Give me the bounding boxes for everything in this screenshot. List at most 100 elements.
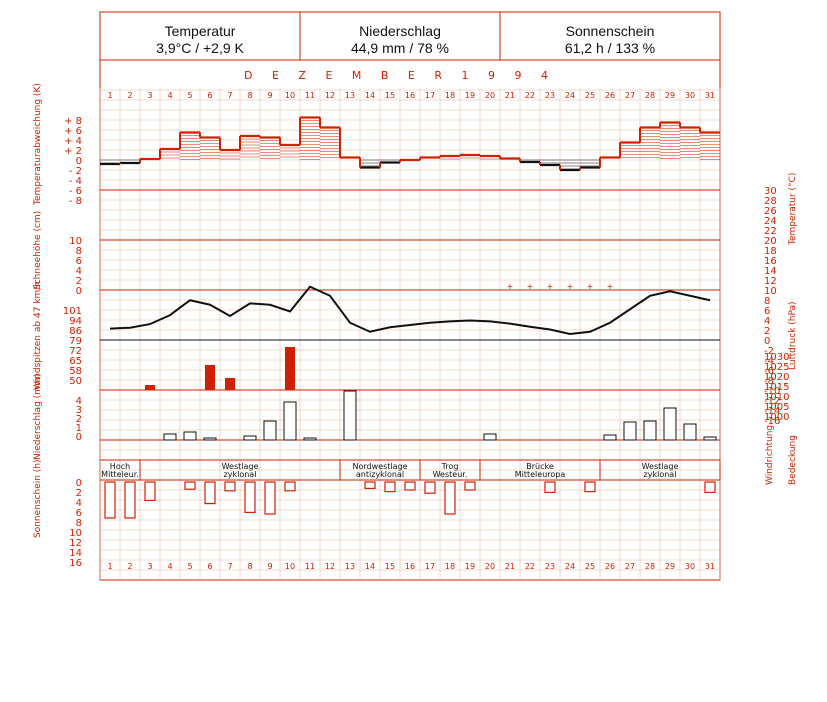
precip-title: Niederschlag — [359, 23, 441, 39]
day-label-top: 18 — [445, 91, 455, 100]
temperature-title: Temperatur — [165, 23, 236, 39]
tick-label: 10 — [69, 236, 82, 247]
label-precip: Niederschlag (mm) — [33, 374, 43, 460]
tick-label: 16 — [764, 256, 777, 267]
day-label-bottom: 25 — [585, 562, 595, 571]
tick-label: 24 — [764, 216, 777, 227]
tick-label: 28 — [764, 196, 777, 207]
wx-label: Mitteleur. — [101, 470, 139, 479]
tick-label: -8 — [764, 376, 774, 387]
tick-label: -6 — [764, 366, 774, 377]
tick-label: -2 — [764, 346, 774, 357]
tick-label: 10 — [69, 528, 82, 539]
day-label-top: 1 — [107, 91, 112, 100]
label-wind: Windspitzen ab 47 km/h — [33, 281, 43, 390]
wx-label: Trog — [441, 462, 459, 471]
day-label-bottom: 3 — [147, 562, 152, 571]
day-label-bottom: 22 — [525, 562, 535, 571]
tick-label: 1025 — [764, 362, 789, 373]
tick-label: 4 — [76, 266, 82, 277]
wx-label: Mitteleuropa — [515, 470, 566, 479]
sunshine-bar — [244, 481, 256, 513]
day-label-bottom: 5 — [187, 562, 192, 571]
wind-bar — [285, 347, 295, 390]
wx-label: Brücke — [526, 462, 554, 471]
sun-value: 61,2 h / 133 % — [565, 40, 655, 56]
day-label-top: 3 — [147, 91, 152, 100]
snow-mark: + — [527, 282, 534, 291]
tick-label: + 6 — [64, 126, 82, 137]
day-labels-bottom: 1 2 3 4 5 6 7 8 9 10 11 12 13 14 15 16 17 18 19 20 21 22 23 24 2… — [107, 562, 715, 571]
sunshine-bar — [204, 481, 216, 505]
day-label-top: 13 — [345, 91, 355, 100]
day-label-top: 16 — [405, 91, 415, 100]
tick-label: 86 — [69, 326, 82, 337]
tick-label: 8 — [764, 296, 770, 307]
tick-label: 4 — [764, 316, 770, 327]
precip-bars — [163, 390, 717, 441]
tick-label: + 8 — [64, 116, 82, 127]
sunshine-bar — [284, 481, 296, 492]
label-temp-dev: Temperaturabweichung (K) — [33, 83, 43, 206]
label-temp-right: Temperatur (°C) — [788, 173, 798, 246]
tick-label: 1000 — [764, 412, 789, 423]
wind-gust-bars — [145, 347, 295, 390]
day-label-bottom: 29 — [665, 562, 675, 571]
sunshine-bar — [704, 481, 716, 493]
day-label-top: 8 — [247, 91, 252, 100]
precip-bar — [663, 407, 677, 441]
day-label-bottom: 27 — [625, 562, 635, 571]
day-label-bottom: 9 — [267, 562, 272, 571]
wx-label: antizyklonal — [356, 470, 404, 479]
day-label-top: 7 — [227, 91, 232, 100]
tick-label: - 4 — [69, 176, 82, 187]
tick-label: 0 — [76, 432, 82, 443]
day-label-top: 10 — [285, 91, 295, 100]
wind-bar — [145, 385, 155, 390]
day-label-top: 12 — [325, 91, 335, 100]
day-label-top: 19 — [465, 91, 475, 100]
tick-label: 1020 — [764, 372, 789, 383]
day-label-top: 14 — [365, 91, 375, 100]
tick-label: 50 — [69, 376, 82, 387]
snow-marks: + + + + + + — [507, 282, 614, 291]
day-label-top: 23 — [545, 91, 555, 100]
label-sunshine: Sonnenschein (h) — [33, 459, 43, 538]
day-label-bottom: 13 — [345, 562, 355, 571]
day-label-top: 29 — [665, 91, 675, 100]
day-label-bottom: 19 — [465, 562, 475, 571]
precip-bar — [163, 433, 177, 441]
tick-label: 16 — [69, 558, 82, 569]
wind-bar — [205, 365, 215, 390]
day-label-top: 22 — [525, 91, 535, 100]
snow-mark: + — [567, 282, 574, 291]
sunshine-bar — [444, 481, 456, 515]
day-label-bottom: 16 — [405, 562, 415, 571]
day-label-top: 27 — [625, 91, 635, 100]
day-label-top: 31 — [705, 91, 715, 100]
month-label: D E Z E M B E R 1 9 9 4 — [244, 69, 556, 82]
tick-label: -12 — [764, 396, 780, 407]
day-label-bottom: 12 — [325, 562, 335, 571]
tick-label: -10 — [764, 386, 780, 397]
day-label-bottom: 17 — [425, 562, 435, 571]
tick-label: 0 — [76, 156, 82, 167]
tick-label: 12 — [764, 276, 777, 287]
day-label-top: 28 — [645, 91, 655, 100]
day-label-bottom: 2 — [127, 562, 132, 571]
sunshine-bar — [364, 481, 376, 490]
day-label-bottom: 24 — [565, 562, 575, 571]
day-label-bottom: 8 — [247, 562, 252, 571]
sunshine-bar — [384, 481, 396, 493]
day-label-top: 20 — [485, 91, 495, 100]
tick-label: + 4 — [64, 136, 82, 147]
day-label-top: 17 — [425, 91, 435, 100]
day-label-top: 24 — [565, 91, 575, 100]
precip-bar — [303, 437, 317, 441]
day-label-bottom: 26 — [605, 562, 615, 571]
tick-label: 22 — [764, 226, 777, 237]
label-pressure: Luftdruck (hPa) — [788, 301, 798, 370]
tick-label: 0 — [76, 478, 82, 489]
tick-label: 0 — [76, 286, 82, 297]
